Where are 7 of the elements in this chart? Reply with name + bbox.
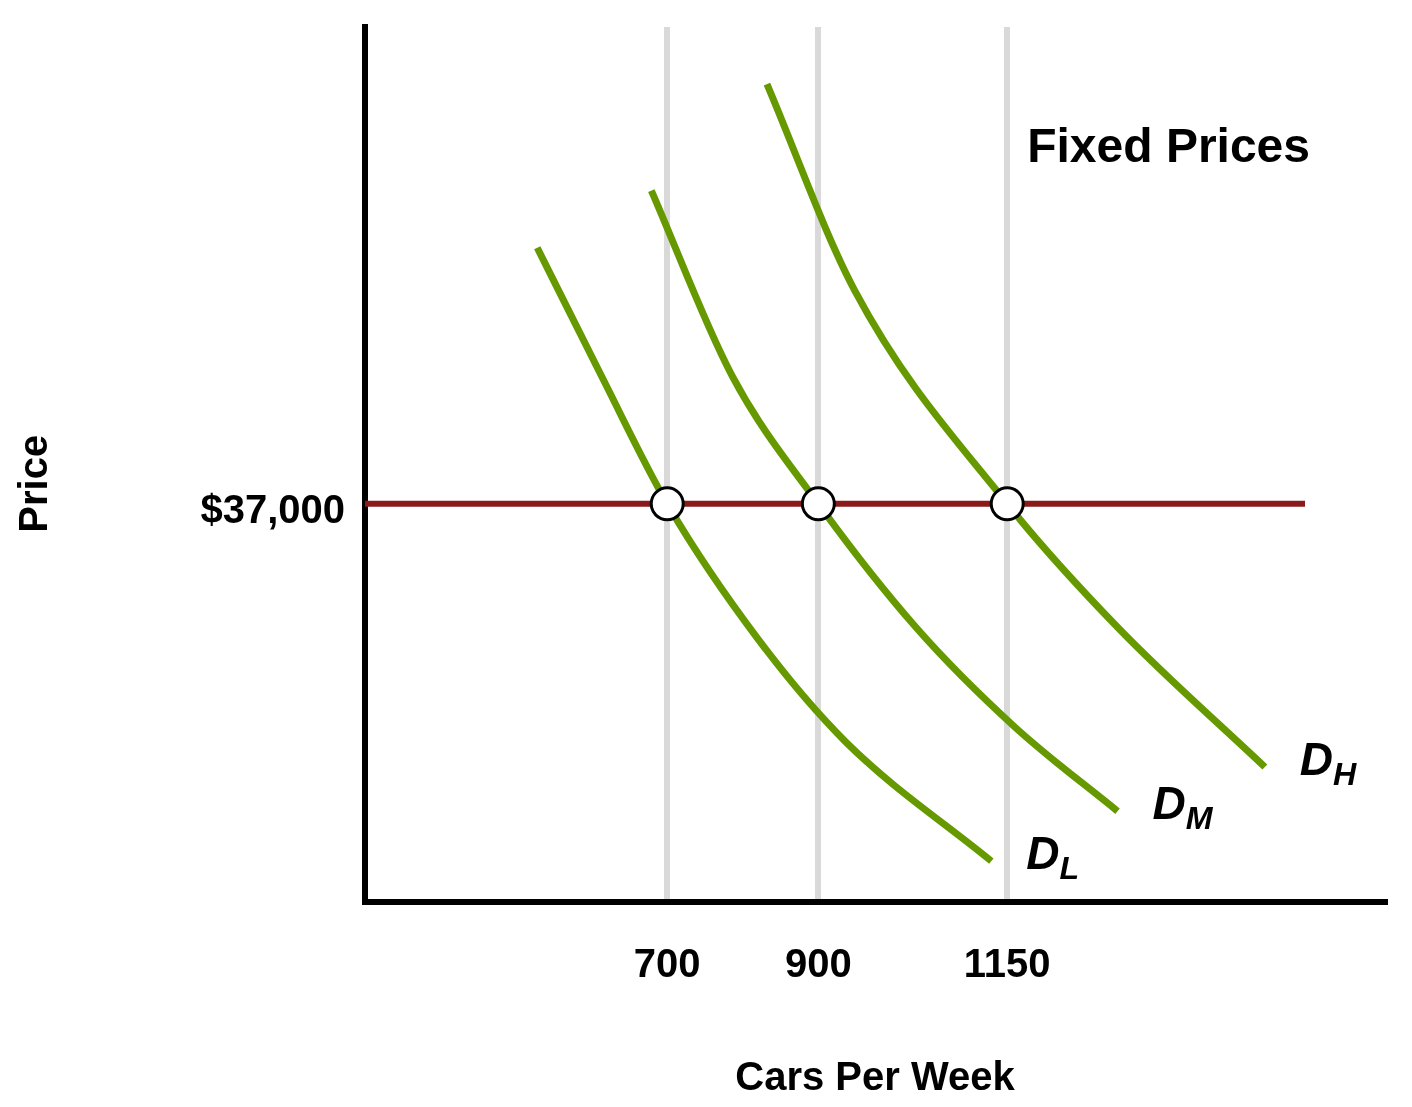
x-tick-label: 1150 — [963, 941, 1051, 986]
text: Price — [11, 434, 56, 533]
text: Fixed Prices — [1027, 119, 1310, 173]
x-tick-label: 900 — [784, 941, 852, 986]
x-tick-label: 700 — [633, 941, 701, 986]
text: $37,000 — [200, 486, 345, 531]
x-axis-title: Cars Per Week — [735, 1054, 1016, 1099]
